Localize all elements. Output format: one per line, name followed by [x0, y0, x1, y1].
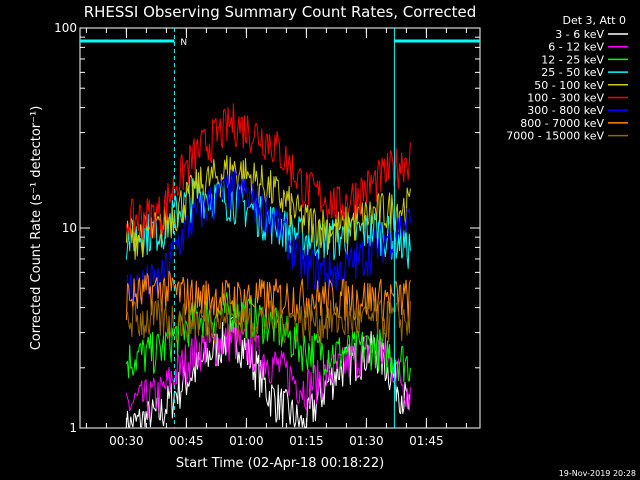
x-tick-label: 01:00: [229, 434, 264, 448]
y-tick-label: 100: [54, 21, 77, 35]
chart-title: RHESSI Observing Summary Count Rates, Co…: [84, 3, 477, 21]
legend-label: 50 - 100 keV: [534, 79, 604, 92]
x-tick-label: 01:15: [289, 434, 324, 448]
y-tick-label: 1: [69, 421, 77, 435]
x-tick-label: 00:30: [109, 434, 144, 448]
legend-label: 800 - 7000 keV: [520, 117, 604, 130]
series-trace: [125, 103, 411, 242]
flag-label: N: [180, 38, 187, 48]
series-trace: [125, 299, 411, 345]
x-tick-label: 01:30: [349, 434, 384, 448]
x-axis-label: Start Time (02-Apr-18 00:18:22): [176, 456, 384, 471]
series-7000-15000kev: [125, 299, 411, 345]
y-tick-label: 10: [62, 221, 77, 235]
legend-label: 7000 - 15000 keV: [506, 130, 604, 143]
x-tick-label: 00:45: [169, 434, 204, 448]
legend-label: 25 - 50 keV: [541, 66, 604, 79]
legend-label: 6 - 12 keV: [548, 41, 604, 54]
y-axis-label: Corrected Count Rate (s⁻¹ detector⁻¹): [29, 106, 44, 351]
series-layer: [125, 103, 411, 428]
legend-label: 12 - 25 keV: [541, 53, 604, 66]
legend-label: 300 - 800 keV: [527, 104, 604, 117]
series-300-800kev: [126, 169, 411, 307]
series-trace: [126, 169, 411, 307]
footer-date: 19-Nov-2019 20:28: [559, 469, 636, 478]
legend-label: 3 - 6 keV: [555, 28, 604, 41]
x-tick-label: 01:45: [409, 434, 444, 448]
series-100-300kev: [125, 103, 411, 242]
legend-label: 100 - 300 keV: [527, 92, 604, 105]
legend-title: Det 3, Att 0: [563, 14, 627, 27]
